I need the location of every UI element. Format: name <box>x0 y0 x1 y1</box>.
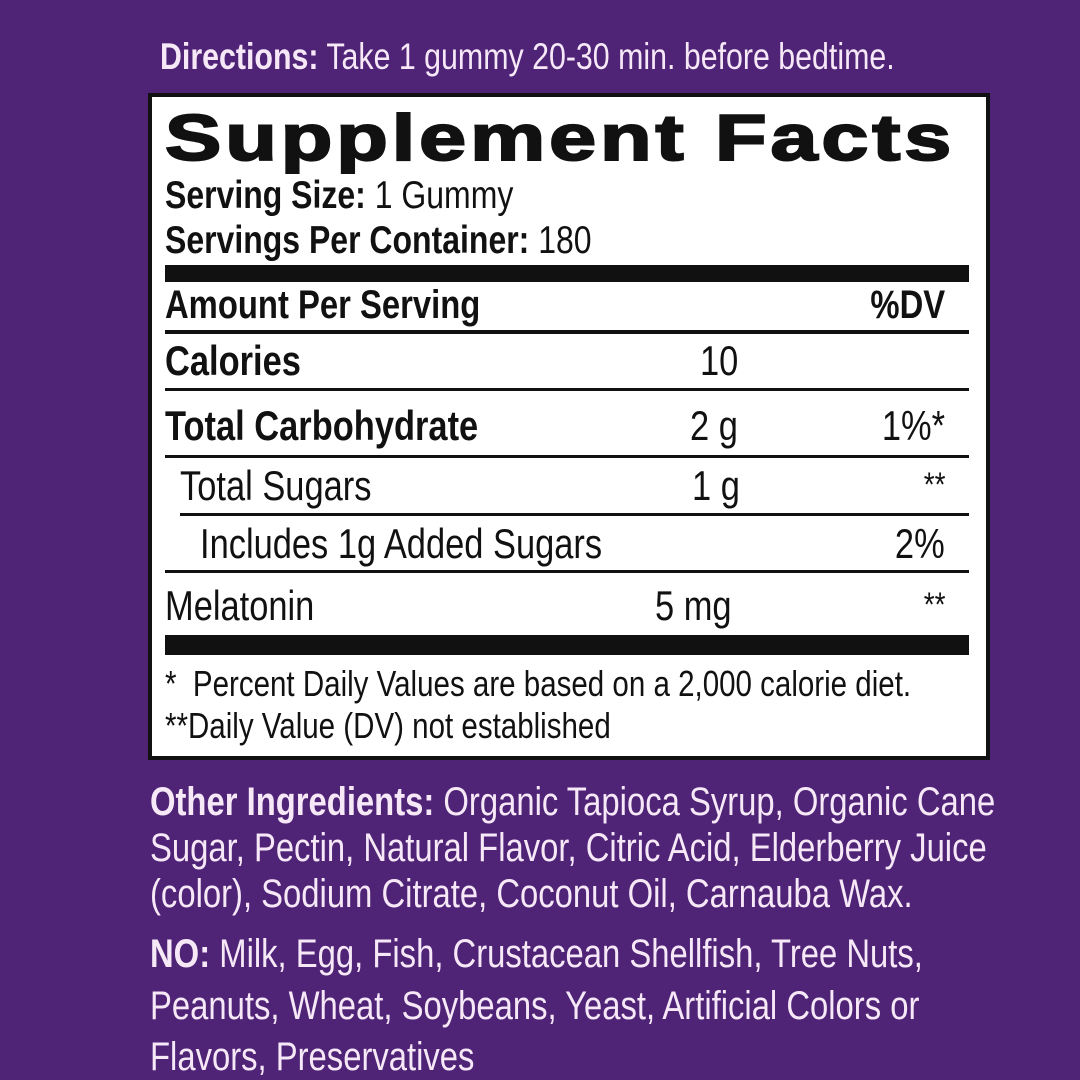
row-melatonin-dv: ** <box>923 586 945 624</box>
divider <box>165 570 969 573</box>
divider <box>165 455 969 458</box>
ingredients-label: Other Ingredients: <box>150 780 435 824</box>
allergens-line-1: NO: Milk, Egg, Fish, Crustacean Shellfis… <box>150 934 923 974</box>
divider <box>165 330 969 334</box>
thick-divider <box>165 265 969 282</box>
ingredients-line-2: Sugar, Pectin, Natural Flavor, Citric Ac… <box>150 826 987 870</box>
row-calories-amount: 10 <box>700 337 739 384</box>
row-added-sugars-name: Includes 1g Added Sugars <box>200 520 603 567</box>
directions-label: Directions: <box>160 36 319 77</box>
allergens-label: NO: <box>150 932 211 976</box>
serving-size: Serving Size: 1 Gummy <box>165 176 513 215</box>
row-added-sugars-dv: 2% <box>895 520 945 567</box>
servings-label: Servings Per Container: <box>165 219 530 262</box>
row-melatonin-amount: 5 mg <box>655 582 732 629</box>
header-dv: %DV <box>870 283 945 327</box>
row-sugars-dv: ** <box>923 466 945 504</box>
row-carb-name: Total Carbohydrate <box>165 402 479 449</box>
directions: Directions: Take 1 gummy 20-30 min. befo… <box>160 38 895 75</box>
row-calories-name: Calories <box>165 337 301 384</box>
allergens-text: Milk, Egg, Fish, Crustacean Shellfish, T… <box>210 932 923 976</box>
ingredients-line-3: (color), Sodium Citrate, Coconut Oil, Ca… <box>150 872 913 916</box>
allergens-line-3: Flavors, Preservatives <box>150 1035 475 1079</box>
divider <box>180 513 969 516</box>
row-carb-amount: 2 g <box>690 402 738 449</box>
ingredients-line-1: Other Ingredients: Organic Tapioca Syrup… <box>150 782 995 822</box>
row-melatonin-name: Melatonin <box>165 582 315 629</box>
thick-divider <box>165 635 969 655</box>
serving-size-label: Serving Size: <box>165 174 366 217</box>
footnote-not-established: **Daily Value (DV) not established <box>165 705 611 746</box>
ingredients-text: Organic Tapioca Syrup, Organic Cane <box>434 780 996 824</box>
divider <box>165 388 969 391</box>
header-amount: Amount Per Serving <box>165 283 481 327</box>
servings-per-container: Servings Per Container: 180 <box>165 221 592 260</box>
serving-size-value: 1 Gummy <box>365 174 514 217</box>
directions-text: Take 1 gummy 20-30 min. before bedtime. <box>318 36 895 77</box>
row-sugars-amount: 1 g <box>692 462 740 509</box>
footnote-dv: * Percent Daily Values are based on a 2,… <box>165 663 912 704</box>
row-carb-dv: 1%* <box>881 402 945 449</box>
servings-value: 180 <box>529 219 592 262</box>
row-sugars-name: Total Sugars <box>180 462 372 509</box>
panel-title: Supplement Facts <box>164 101 956 174</box>
allergens-line-2: Peanuts, Wheat, Soybeans, Yeast, Artific… <box>150 984 920 1028</box>
